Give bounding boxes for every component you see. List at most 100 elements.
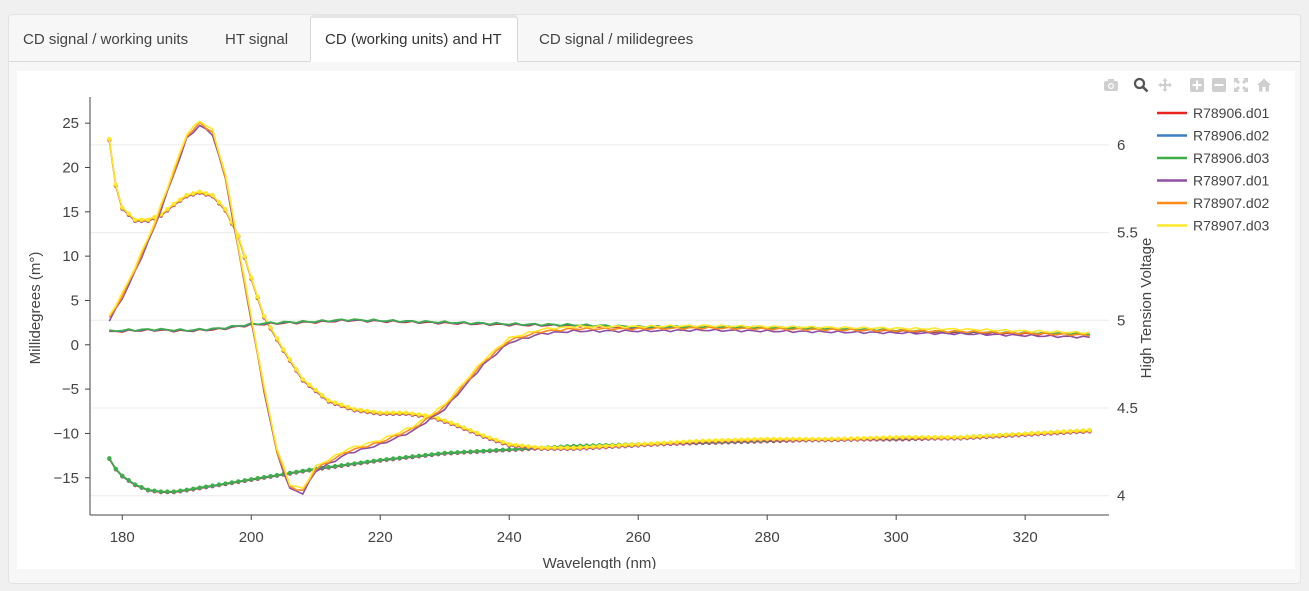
ht-curve-R78907.d03-point bbox=[1010, 432, 1015, 437]
zoom-in-icon[interactable] bbox=[1189, 77, 1205, 93]
ht-curve-R78907.d03-point bbox=[191, 191, 196, 196]
x-axis-title: Wavelength (nm) bbox=[543, 555, 657, 569]
ht-curve-R78906.d03-point bbox=[294, 469, 299, 474]
ht-curve-R78907.d03-point bbox=[210, 192, 215, 198]
ht-curve-R78906.d03-point bbox=[449, 450, 454, 455]
ht-curve-R78907.d03-point bbox=[842, 436, 847, 441]
legend-item[interactable]: R78907.d02 bbox=[1193, 195, 1270, 211]
ht-curve-R78906.d03-point bbox=[165, 489, 170, 494]
y2-tick-label: 4.5 bbox=[1117, 400, 1138, 417]
ht-curve-R78907.d03-point bbox=[823, 436, 828, 441]
ht-curve-R78907.d03-point bbox=[365, 408, 370, 413]
y-tick-label: −15 bbox=[54, 470, 79, 487]
ht-curve-R78907.d03-point bbox=[1081, 428, 1086, 433]
ht-curve-R78906.d03-point bbox=[397, 455, 402, 460]
ht-curve-R78907.d03-point bbox=[391, 410, 396, 415]
ht-curve-R78906.d03-point bbox=[403, 455, 409, 460]
legend-item[interactable]: R78906.d03 bbox=[1193, 150, 1270, 166]
tab-ht-signal[interactable]: HT signal bbox=[225, 31, 289, 48]
ht-curve-R78907.d03-point bbox=[197, 189, 202, 194]
tab-cd-signal-working-units[interactable]: CD signal / working units bbox=[23, 31, 189, 48]
ht-curve-R78907.d03-point bbox=[1068, 429, 1073, 434]
ht-curve-R78907.d03-point bbox=[932, 435, 937, 440]
ht-curve-R78906.d03-point bbox=[332, 463, 338, 469]
ht-curve-R78906.d03-point bbox=[345, 462, 351, 467]
ht-curve-R78907.d03-point bbox=[661, 440, 667, 445]
legend[interactable]: R78906.d01 R78906.d02 R78906.d03 R78907.d01… bbox=[1157, 105, 1270, 234]
ht-curve-R78907.d03-point bbox=[262, 313, 267, 319]
y2-tick-label: 5.5 bbox=[1117, 225, 1138, 242]
ht-curve-R78907.d03-point bbox=[829, 436, 834, 441]
ht-curve-R78906.d03-point bbox=[262, 475, 267, 480]
legend-item[interactable]: R78906.d01 bbox=[1193, 105, 1270, 121]
ht-curve-R78907.d03-point bbox=[313, 387, 318, 392]
legend-item[interactable]: R78907.d03 bbox=[1193, 218, 1270, 234]
cd-curve-R78907.d03 bbox=[108, 120, 1090, 490]
ht-curve-R78906.d03-point bbox=[229, 480, 234, 485]
ht-curve-R78907.d03-point bbox=[1003, 432, 1008, 437]
ht-curve-R78907.d03-point bbox=[487, 435, 492, 440]
ht-curve-R78906.d03-point bbox=[223, 481, 228, 486]
tab-panel: CD signal / working units HT signal CD (… bbox=[8, 14, 1301, 584]
ht-curve-R78907.d03-point bbox=[900, 435, 905, 440]
ht-curve-R78906.d03-point bbox=[468, 449, 473, 454]
tab-cd-and-ht[interactable]: CD (working units) and HT bbox=[310, 15, 518, 62]
legend-item[interactable]: R78907.d01 bbox=[1193, 173, 1270, 189]
tab-cd-signal-milidegrees[interactable]: CD signal / milidegrees bbox=[539, 31, 694, 48]
zoom-icon[interactable] bbox=[1133, 77, 1149, 93]
axes bbox=[89, 97, 1109, 516]
ht-curve-R78906.d03-point bbox=[274, 472, 280, 478]
ht-curve-R78907.d03-point bbox=[984, 433, 989, 438]
ht-curve-R78907.d03-point bbox=[326, 398, 331, 403]
ht-curve-R78907.d03-point bbox=[906, 435, 912, 440]
ht-curve-R78907.d03-point bbox=[165, 206, 170, 212]
ht-curve-R78907.d03-point bbox=[513, 442, 518, 447]
ht-curve-R78907.d03-point bbox=[648, 441, 654, 446]
ht-curve-R78907.d03-point bbox=[681, 439, 686, 444]
legend-item[interactable]: R78906.d02 bbox=[1193, 128, 1270, 144]
tab-bar: CD signal / working units HT signal CD (… bbox=[9, 15, 1300, 62]
ht-curve-R78907.d03-point bbox=[268, 325, 273, 330]
ht-curve-R78906.d03-point bbox=[461, 449, 467, 454]
ht-curve-R78907.d03-point bbox=[719, 437, 725, 443]
ht-curve-R78906.d03-point bbox=[184, 487, 189, 492]
ht-curve-R78907.d03-point bbox=[945, 435, 950, 440]
y-tick-label: 0 bbox=[71, 337, 79, 354]
ht-curve-R78906.d03-point bbox=[145, 487, 151, 492]
ht-curve-R78907.d03-point bbox=[700, 438, 705, 443]
y-tick-label: 10 bbox=[62, 248, 79, 265]
ht-curve-R78906.d03-point bbox=[429, 452, 434, 457]
y-tick-label: −5 bbox=[62, 381, 79, 398]
ht-curve-R78907.d03-point bbox=[713, 438, 718, 443]
ht-curve-R78907.d03-point bbox=[590, 444, 596, 449]
y2-tick-label: 4 bbox=[1117, 488, 1125, 505]
ht-curve-R78907.d03-point bbox=[597, 444, 602, 449]
ht-curve-R78907.d03-point bbox=[500, 439, 505, 445]
autoscale-icon[interactable] bbox=[1233, 77, 1249, 93]
ht-curve-R78907.d03-point bbox=[171, 201, 176, 206]
ht-curve-R78907.d03-point bbox=[178, 197, 183, 202]
ht-curve-R78906.d03-point bbox=[107, 456, 112, 461]
ht-curve-R78906.d03-point bbox=[287, 470, 293, 475]
ht-curve-R78906.d03-point bbox=[255, 476, 260, 481]
ht-curve-R78907.d03-point bbox=[752, 437, 757, 442]
zoom-out-icon[interactable] bbox=[1211, 77, 1227, 93]
ht-curve-R78907.d03-point bbox=[739, 437, 744, 442]
ht-curve-R78906.d03-point bbox=[178, 488, 183, 493]
home-icon[interactable] bbox=[1256, 77, 1272, 93]
ht-curve-R78907.d03-point bbox=[1061, 429, 1066, 434]
chart-svg: 180 200 220 240 260 280 300 320 25 20 15 10 5 0 −5 −10 −… bbox=[27, 97, 1270, 572]
ht-curve-R78906.d03-point bbox=[249, 477, 254, 482]
x-tick-label: 220 bbox=[368, 529, 393, 546]
ht-curve-R78907.d03-point bbox=[126, 211, 131, 216]
camera-icon[interactable] bbox=[1103, 77, 1119, 93]
ht-curve-R78907.d03-point bbox=[694, 438, 699, 444]
ht-curve-R78907.d03-point bbox=[816, 436, 821, 441]
ht-curve-R78907.d03-point bbox=[584, 444, 589, 450]
ht-curve-R78906.d03-point bbox=[358, 460, 363, 465]
ht-curve-R78907.d03-point bbox=[771, 436, 776, 441]
ht-curve-R78906.d03-point bbox=[242, 478, 247, 483]
pan-icon[interactable] bbox=[1157, 77, 1173, 93]
ht-curve-R78906.d03-point bbox=[481, 448, 486, 453]
ht-curve-R78907.d03-point bbox=[803, 436, 808, 441]
